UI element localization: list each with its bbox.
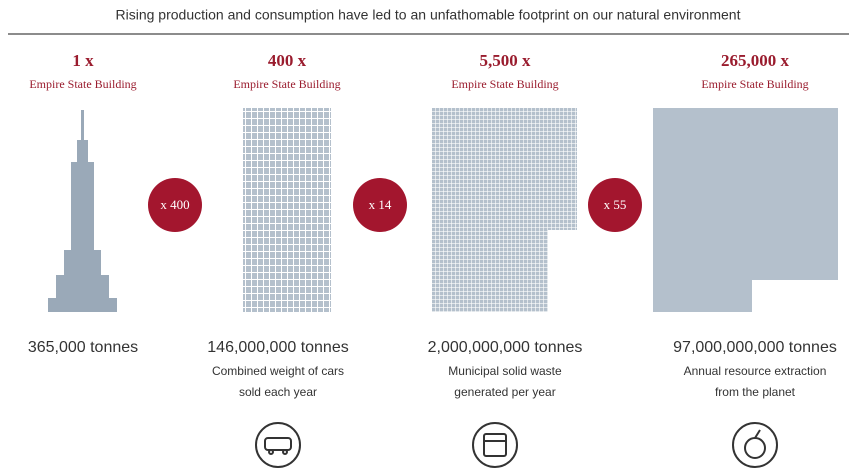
grid-5500 bbox=[432, 108, 577, 312]
multiple: 1 x bbox=[72, 51, 94, 70]
infographic: Rising production and consumption have l… bbox=[0, 0, 857, 472]
multiple: 400 x bbox=[268, 51, 307, 70]
unit: Empire State Building bbox=[701, 77, 808, 91]
description: Combined weight of cars bbox=[212, 364, 344, 378]
unit: Empire State Building bbox=[233, 77, 340, 91]
multiple: 265,000 x bbox=[721, 51, 790, 70]
unit: Empire State Building bbox=[29, 77, 136, 91]
icons bbox=[256, 423, 777, 467]
amount: 146,000,000 tonnes bbox=[207, 339, 348, 356]
description: generated per year bbox=[454, 385, 555, 399]
description: Annual resource extraction bbox=[684, 364, 827, 378]
connector-label: x 55 bbox=[604, 197, 627, 212]
description: sold each year bbox=[239, 385, 317, 399]
description: from the planet bbox=[715, 385, 796, 399]
connector-label: x 400 bbox=[160, 197, 189, 212]
unit: Empire State Building bbox=[451, 77, 558, 91]
building-icon bbox=[48, 110, 117, 312]
grid-265000 bbox=[653, 108, 838, 312]
amount: 365,000 tonnes bbox=[28, 339, 138, 356]
grid-400 bbox=[243, 108, 331, 312]
description: Municipal solid waste bbox=[448, 364, 562, 378]
amount: 97,000,000,000 tonnes bbox=[673, 339, 837, 356]
amount: 2,000,000,000 tonnes bbox=[428, 339, 583, 356]
connector-label: x 14 bbox=[369, 197, 392, 212]
title: Rising production and consumption have l… bbox=[116, 7, 741, 23]
multiple: 5,500 x bbox=[480, 51, 532, 70]
